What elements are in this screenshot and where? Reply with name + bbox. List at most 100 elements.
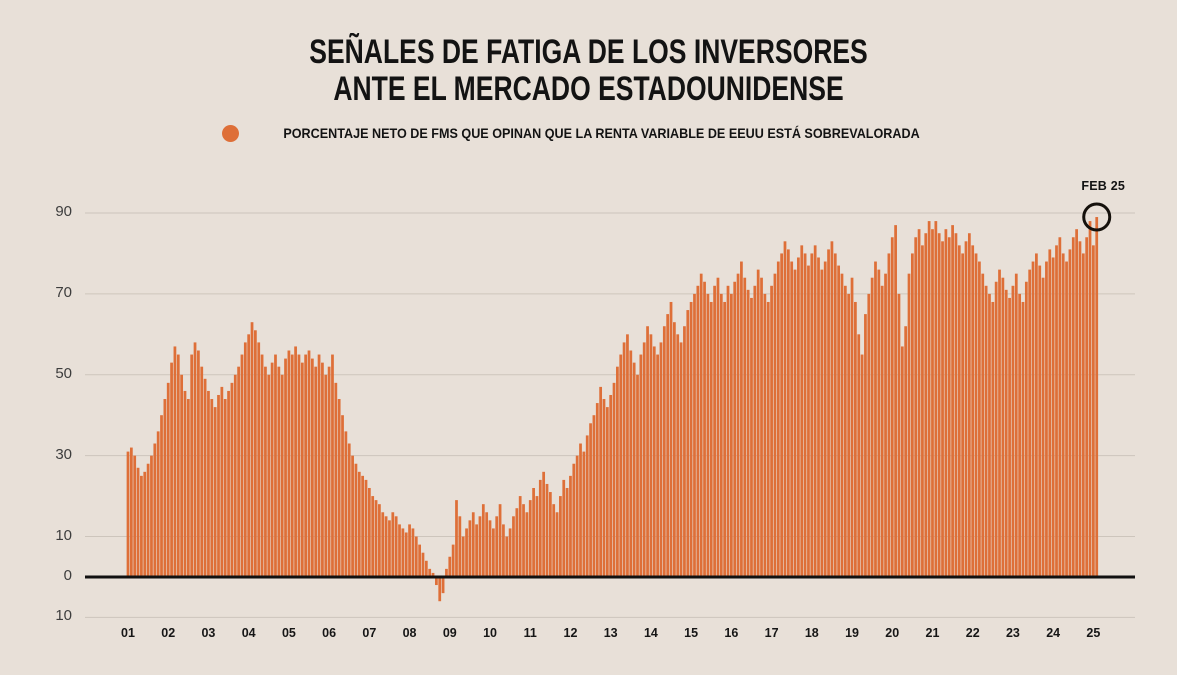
bar bbox=[974, 253, 978, 577]
bar bbox=[391, 512, 395, 577]
bar bbox=[646, 326, 649, 577]
bar bbox=[294, 346, 297, 577]
x-axis-tick-label: 01 bbox=[121, 626, 135, 640]
bar bbox=[458, 516, 462, 577]
bar bbox=[780, 253, 784, 577]
bar bbox=[475, 524, 478, 577]
bar bbox=[146, 463, 150, 577]
bar bbox=[227, 390, 230, 577]
bar bbox=[1085, 237, 1089, 577]
bar bbox=[1018, 293, 1022, 577]
bar bbox=[736, 273, 740, 577]
bar bbox=[957, 245, 961, 577]
bar bbox=[538, 479, 542, 577]
bar bbox=[1065, 261, 1068, 577]
bar bbox=[364, 479, 368, 577]
bar bbox=[565, 487, 569, 577]
bar bbox=[498, 504, 502, 577]
bar bbox=[331, 354, 334, 577]
bar bbox=[693, 293, 696, 577]
bar bbox=[910, 253, 914, 577]
bar bbox=[729, 293, 733, 577]
bar bbox=[612, 382, 616, 577]
bar bbox=[602, 399, 606, 577]
bar bbox=[217, 394, 220, 577]
bar bbox=[183, 390, 187, 577]
bar bbox=[797, 257, 800, 577]
y-axis-tick-label: 10 bbox=[55, 607, 72, 625]
bar bbox=[1035, 253, 1038, 577]
bar bbox=[900, 346, 904, 577]
bar bbox=[864, 314, 867, 577]
bar bbox=[924, 233, 928, 577]
bar bbox=[381, 512, 385, 577]
bar bbox=[327, 366, 331, 577]
bar bbox=[341, 415, 344, 577]
bar bbox=[823, 261, 827, 577]
bar bbox=[679, 342, 683, 577]
bar bbox=[404, 532, 408, 577]
bar bbox=[213, 407, 217, 577]
bar bbox=[907, 273, 911, 577]
bar bbox=[528, 500, 532, 577]
bar bbox=[197, 350, 200, 577]
bar bbox=[431, 572, 435, 577]
bar bbox=[1092, 245, 1095, 577]
bar bbox=[153, 443, 157, 577]
bar bbox=[595, 403, 599, 577]
bar bbox=[991, 301, 995, 577]
bar bbox=[790, 261, 794, 577]
bar bbox=[605, 407, 609, 577]
x-axis-tick-label: 03 bbox=[201, 626, 216, 640]
y-axis-tick-label: 50 bbox=[55, 364, 72, 382]
bar bbox=[619, 354, 623, 577]
bar bbox=[719, 293, 723, 577]
bar bbox=[579, 443, 582, 577]
bar bbox=[257, 342, 261, 577]
legend: PORCENTAJE NETO DE FMS QUE OPINAN QUE LA… bbox=[0, 124, 1177, 142]
bar bbox=[713, 285, 716, 577]
bar bbox=[210, 399, 214, 577]
bar bbox=[398, 524, 401, 577]
bar bbox=[559, 496, 562, 577]
bar bbox=[160, 415, 163, 577]
bar bbox=[502, 524, 505, 577]
bar bbox=[914, 237, 918, 577]
bar bbox=[357, 471, 361, 577]
bar bbox=[1078, 241, 1082, 577]
bar bbox=[488, 520, 492, 577]
bar bbox=[803, 253, 807, 577]
bar bbox=[542, 471, 546, 577]
bar bbox=[267, 374, 271, 577]
bar bbox=[843, 285, 847, 577]
bar bbox=[284, 358, 287, 577]
highlight-circle-icon bbox=[1082, 202, 1112, 232]
bar bbox=[1045, 261, 1048, 577]
bar bbox=[207, 390, 210, 577]
bar bbox=[1081, 253, 1085, 577]
bar bbox=[354, 463, 358, 577]
bar bbox=[807, 265, 810, 577]
bar bbox=[321, 362, 324, 577]
bar bbox=[441, 576, 445, 594]
bar bbox=[274, 354, 277, 577]
bar bbox=[471, 512, 475, 577]
x-axis-tick-label: 09 bbox=[442, 626, 457, 640]
bar bbox=[817, 257, 820, 577]
bar bbox=[582, 451, 586, 577]
bar bbox=[716, 277, 720, 577]
bar bbox=[424, 560, 428, 577]
bar bbox=[874, 261, 877, 577]
bar bbox=[401, 528, 405, 577]
bar bbox=[622, 342, 626, 577]
bar bbox=[1028, 269, 1032, 577]
bar bbox=[1024, 281, 1028, 577]
bar bbox=[927, 221, 931, 577]
bar bbox=[233, 374, 237, 577]
bar bbox=[1088, 221, 1092, 577]
bar bbox=[491, 528, 495, 577]
bar bbox=[589, 423, 592, 577]
bar bbox=[223, 399, 227, 577]
bar bbox=[310, 358, 314, 577]
bar bbox=[280, 374, 284, 577]
